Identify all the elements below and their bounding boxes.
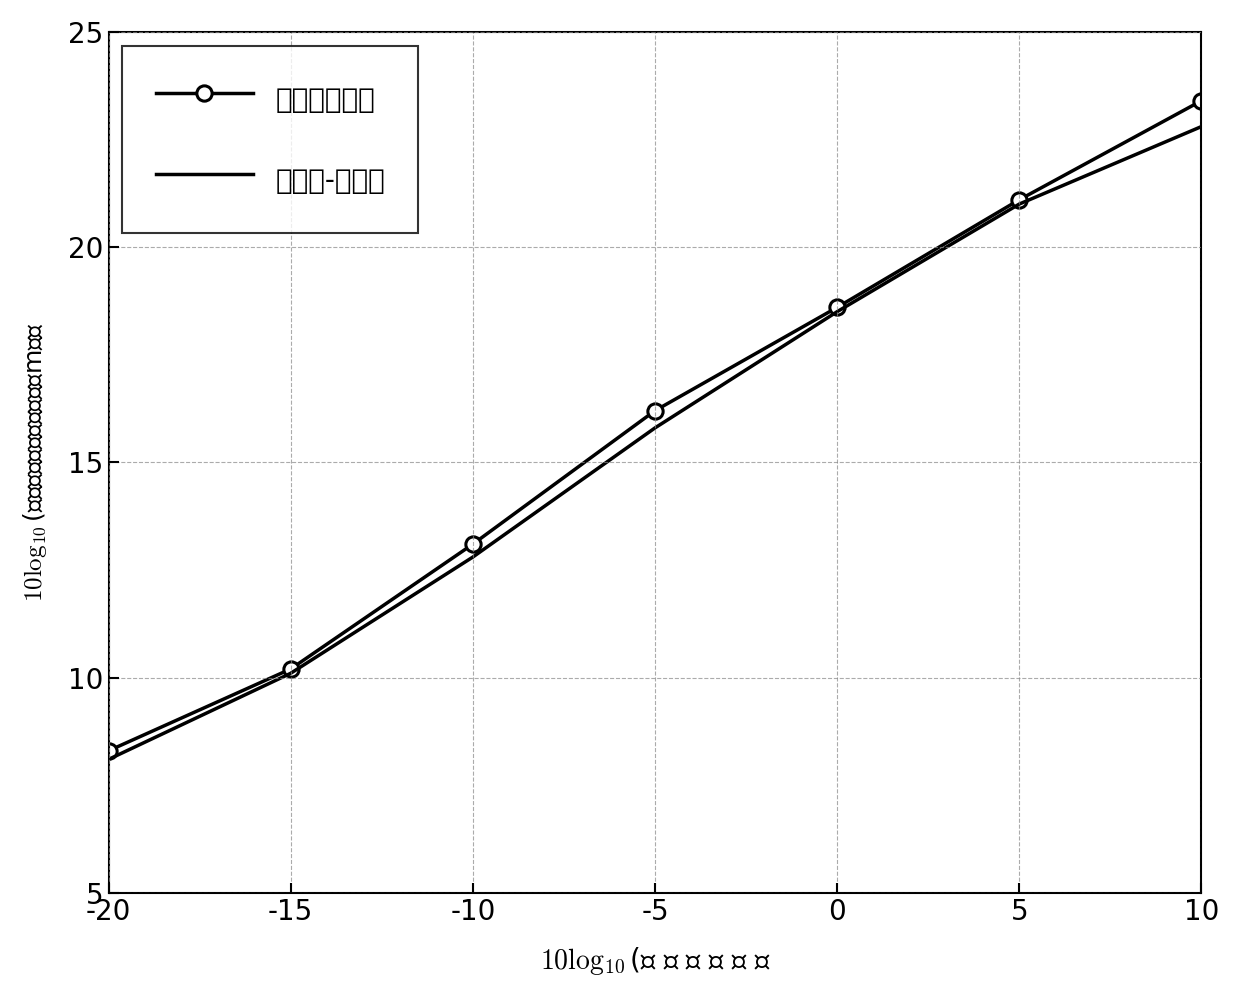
Line: 克拉美-罗下界: 克拉美-罗下界 bbox=[109, 127, 1202, 759]
克拉美-罗下界 bbox=[830, 305, 844, 317]
本发明的方法 bbox=[830, 301, 844, 313]
本发明的方法 bbox=[1012, 194, 1027, 206]
克拉美-罗下界 bbox=[102, 753, 117, 765]
本发明的方法 bbox=[102, 745, 117, 756]
克拉美-罗下界 bbox=[465, 551, 480, 563]
X-axis label: $10\log_{10}$(噪 声 的 功 率 ）: $10\log_{10}$(噪 声 的 功 率 ） bbox=[539, 945, 770, 977]
本发明的方法 bbox=[647, 405, 662, 417]
克拉美-罗下界 bbox=[1194, 121, 1209, 133]
本发明的方法 bbox=[1194, 95, 1209, 107]
本发明的方法 bbox=[283, 663, 298, 675]
Line: 本发明的方法: 本发明的方法 bbox=[100, 93, 1209, 758]
本发明的方法 bbox=[465, 538, 480, 550]
Legend: 本发明的方法, 克拉美-罗下界: 本发明的方法, 克拉美-罗下界 bbox=[123, 46, 418, 233]
Y-axis label: $10\log_{10}$(位置估计的均方根误差（m））: $10\log_{10}$(位置估计的均方根误差（m）） bbox=[21, 322, 48, 603]
克拉美-罗下界 bbox=[1012, 198, 1027, 210]
克拉美-罗下界 bbox=[647, 422, 662, 434]
克拉美-罗下界 bbox=[283, 668, 298, 680]
